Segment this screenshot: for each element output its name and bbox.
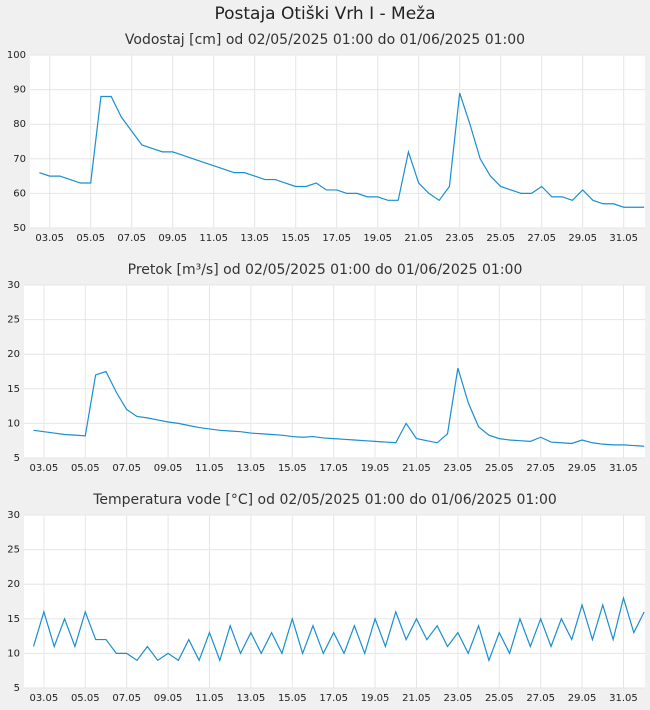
x-tick-label: 31.05 [609,693,638,704]
x-tick-label: 05.05 [71,693,100,704]
x-tick-label: 29.05 [568,693,597,704]
y-tick-label: 10 [7,648,20,659]
x-tick-label: 07.05 [112,463,141,474]
x-tick-label: 31.05 [609,463,638,474]
x-tick-label: 21.05 [402,693,431,704]
x-tick-label: 23.05 [444,463,473,474]
plot-area [24,515,645,688]
y-tick-label: 90 [13,85,26,96]
x-tick-label: 17.05 [319,693,348,704]
y-tick-label: 60 [13,188,26,199]
x-tick-label: 07.05 [117,233,146,244]
x-tick-label: 15.05 [278,693,307,704]
x-tick-label: 27.05 [527,233,556,244]
chart-title: Temperatura vode [°C] od 02/05/2025 01:0… [92,492,557,508]
x-tick-label: 11.05 [199,233,228,244]
x-tick-label: 15.05 [281,233,310,244]
y-tick-label: 5 [14,453,20,464]
y-tick-label: 20 [7,579,20,590]
x-tick-label: 17.05 [319,463,348,474]
x-tick-label: 17.05 [322,233,351,244]
chart-title: Pretok [m³/s] od 02/05/2025 01:00 do 01/… [128,262,523,278]
x-tick-label: 15.05 [278,463,307,474]
x-tick-label: 05.05 [76,233,105,244]
data-line [39,92,645,208]
x-tick-label: 25.05 [485,463,514,474]
x-tick-label: 03.05 [30,693,59,704]
x-tick-label: 19.05 [361,463,390,474]
x-tick-label: 23.05 [444,693,473,704]
x-tick-label: 13.05 [237,463,266,474]
x-tick-label: 23.05 [445,233,474,244]
x-tick-label: 25.05 [486,233,515,244]
data-line [33,367,645,447]
x-tick-label: 29.05 [568,463,597,474]
y-tick-label: 30 [7,510,20,521]
y-tick-label: 30 [7,280,20,291]
y-tick-label: 50 [13,223,26,234]
data-line [32,595,645,663]
x-tick-label: 31.05 [609,233,638,244]
x-tick-label: 27.05 [526,463,555,474]
x-tick-label: 13.05 [240,233,269,244]
x-tick-label: 25.05 [485,693,514,704]
y-tick-label: 25 [7,545,20,556]
x-tick-label: 09.05 [158,233,187,244]
y-tick-label: 25 [7,315,20,326]
y-tick-label: 5 [14,683,20,694]
x-tick-label: 21.05 [404,233,433,244]
plot-area [24,285,645,458]
page-title: Postaja Otiški Vrh I - Meža [214,4,435,24]
x-tick-label: 05.05 [71,463,100,474]
x-tick-label: 19.05 [363,233,392,244]
y-tick-label: 80 [13,119,26,130]
x-tick-label: 09.05 [154,693,183,704]
x-tick-label: 21.05 [402,463,431,474]
x-tick-label: 13.05 [237,693,266,704]
y-tick-label: 15 [7,614,20,625]
chart-title: Vodostaj [cm] od 02/05/2025 01:00 do 01/… [125,32,525,48]
x-tick-label: 19.05 [361,693,390,704]
x-tick-label: 03.05 [35,233,64,244]
x-tick-label: 07.05 [112,693,141,704]
x-tick-label: 29.05 [568,233,597,244]
y-tick-label: 15 [7,384,20,395]
y-tick-label: 10 [7,418,20,429]
x-tick-label: 03.05 [30,463,59,474]
y-tick-label: 100 [7,50,26,61]
y-tick-label: 70 [13,154,26,165]
x-tick-label: 11.05 [195,693,224,704]
x-tick-label: 27.05 [526,693,555,704]
x-tick-label: 11.05 [195,463,224,474]
y-tick-label: 20 [7,349,20,360]
plot-area [30,55,645,228]
x-tick-label: 09.05 [154,463,183,474]
